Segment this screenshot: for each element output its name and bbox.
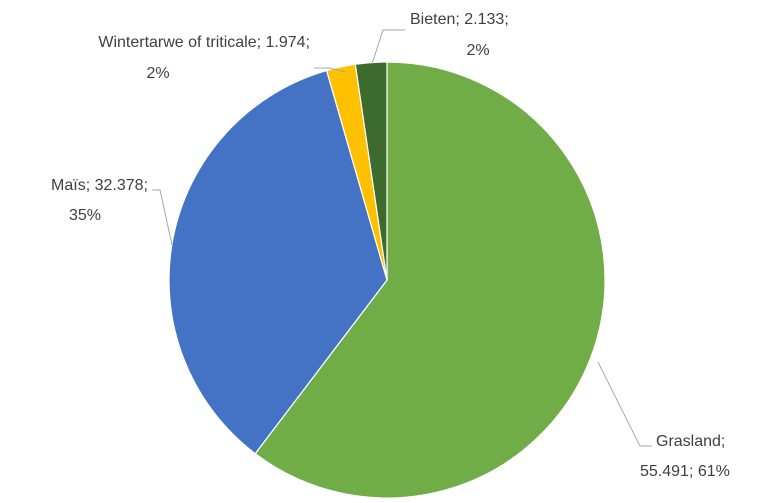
data-label: 2%	[146, 65, 169, 82]
leader-line	[597, 361, 652, 447]
data-label: Bieten; 2.133;	[410, 11, 509, 28]
label-part: ;	[306, 34, 310, 51]
label-part: ;	[86, 177, 95, 194]
label-part: 2.133	[464, 11, 504, 28]
label-part: Maïs	[51, 177, 86, 194]
data-label: Wintertarwe of triticale; 1.974;	[98, 34, 310, 51]
label-part: Grasland	[656, 433, 721, 450]
pie-slice	[254, 61, 606, 499]
pie-slice	[354, 61, 388, 281]
label-part: 61%	[698, 463, 730, 480]
label-part: 55.491	[640, 463, 689, 480]
leader-line	[314, 67, 346, 73]
label-part: ;	[257, 34, 266, 51]
data-label: Grasland;	[656, 433, 725, 450]
data-label: 2%	[466, 42, 489, 59]
label-part: Wintertarwe of triticale	[98, 34, 256, 51]
data-label: 35%	[69, 207, 101, 224]
data-label: 55.491; 61%	[640, 463, 730, 480]
label-part: ;	[504, 11, 508, 28]
pie-slice	[168, 69, 388, 455]
label-part: ;	[455, 11, 464, 28]
data-label: Maïs; 32.378;	[51, 177, 148, 194]
label-part: 32.378	[95, 177, 144, 194]
leader-line	[152, 189, 173, 246]
label-part: ;	[689, 463, 698, 480]
label-part: Bieten	[410, 11, 455, 28]
label-part: ;	[721, 433, 725, 450]
label-part: ;	[144, 177, 148, 194]
leader-line	[371, 29, 405, 65]
label-part: 1.974	[266, 34, 306, 51]
